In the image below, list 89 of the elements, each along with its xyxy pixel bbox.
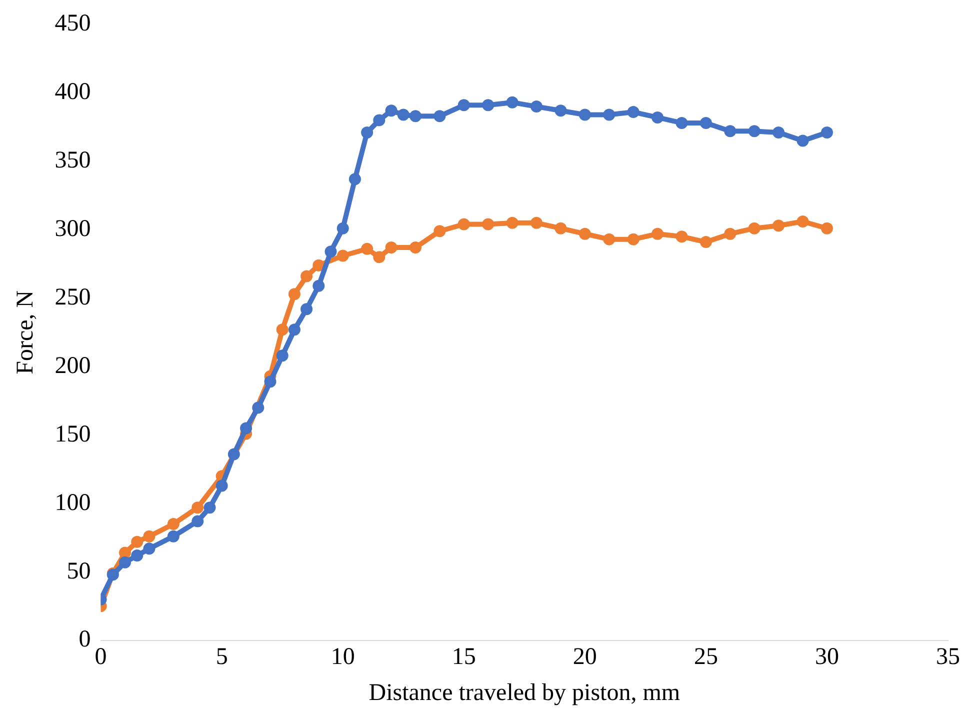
point [700,116,712,129]
point [603,233,616,246]
point [192,515,204,528]
point [652,228,664,240]
point [627,106,640,118]
point [820,222,833,234]
x-tick-label: 5 [216,644,228,670]
point [240,422,252,434]
point [724,125,736,138]
point [252,402,264,414]
point [300,270,313,282]
point [264,376,276,388]
point [506,216,518,229]
point [409,110,422,122]
point [167,530,180,542]
y-tick-label: 350 [54,148,91,174]
x-tick-label: 30 [814,644,839,670]
point [324,246,337,258]
point [578,228,591,240]
y-tick-label: 300 [54,216,91,242]
x-axis-title: Distance traveled by piston, mm [368,680,680,706]
point [458,99,470,112]
point [820,126,833,139]
point [336,222,349,234]
point [434,225,446,238]
point [276,324,288,336]
point [361,126,374,139]
point [627,233,640,246]
x-tick-label: 20 [572,644,597,670]
point [336,250,349,262]
y-tick-label: 450 [54,10,91,37]
point [554,104,567,117]
point [385,242,398,254]
point [748,125,760,138]
point [131,536,144,548]
y-tick-label: 400 [54,79,91,106]
point [385,104,398,117]
point [288,288,300,300]
y-tick-label: 0 [78,626,91,653]
point [458,218,470,230]
point [724,228,736,240]
point [312,280,325,292]
point [373,251,386,264]
point [204,502,216,514]
point [397,108,410,121]
point [676,116,688,129]
x-tick-label: 0 [94,644,107,670]
point [482,218,494,230]
point [373,114,386,126]
point [434,110,446,122]
x-tick-label: 15 [452,644,476,670]
x-tick-label: 35 [936,644,960,670]
point [167,518,180,530]
point [506,96,518,108]
y-tick-label: 250 [54,284,91,310]
point [228,448,240,460]
y-axis-title: Force, N [12,290,39,374]
point [796,216,809,228]
point [216,480,228,492]
point [276,350,288,362]
point [409,242,422,254]
point [530,100,543,113]
y-tick-label: 200 [54,352,91,379]
point [772,220,785,232]
point [482,99,494,112]
point [143,542,156,555]
point [652,111,664,124]
point [530,216,543,229]
y-tick-label: 50 [66,558,91,584]
point [748,222,760,234]
point [796,134,809,147]
point [348,173,361,186]
x-tick-label: 10 [330,644,355,670]
y-tick-label: 150 [54,421,91,448]
point [288,324,300,336]
point [192,502,204,514]
point [578,108,591,121]
point [361,242,374,255]
point [300,303,313,316]
point [772,126,785,139]
point [131,550,144,562]
point [143,530,156,542]
x-tick-label: 25 [694,644,718,670]
point [676,230,688,243]
point [554,222,567,234]
point [603,108,616,121]
point [700,236,712,248]
point [119,556,132,568]
y-tick-label: 100 [54,490,91,516]
